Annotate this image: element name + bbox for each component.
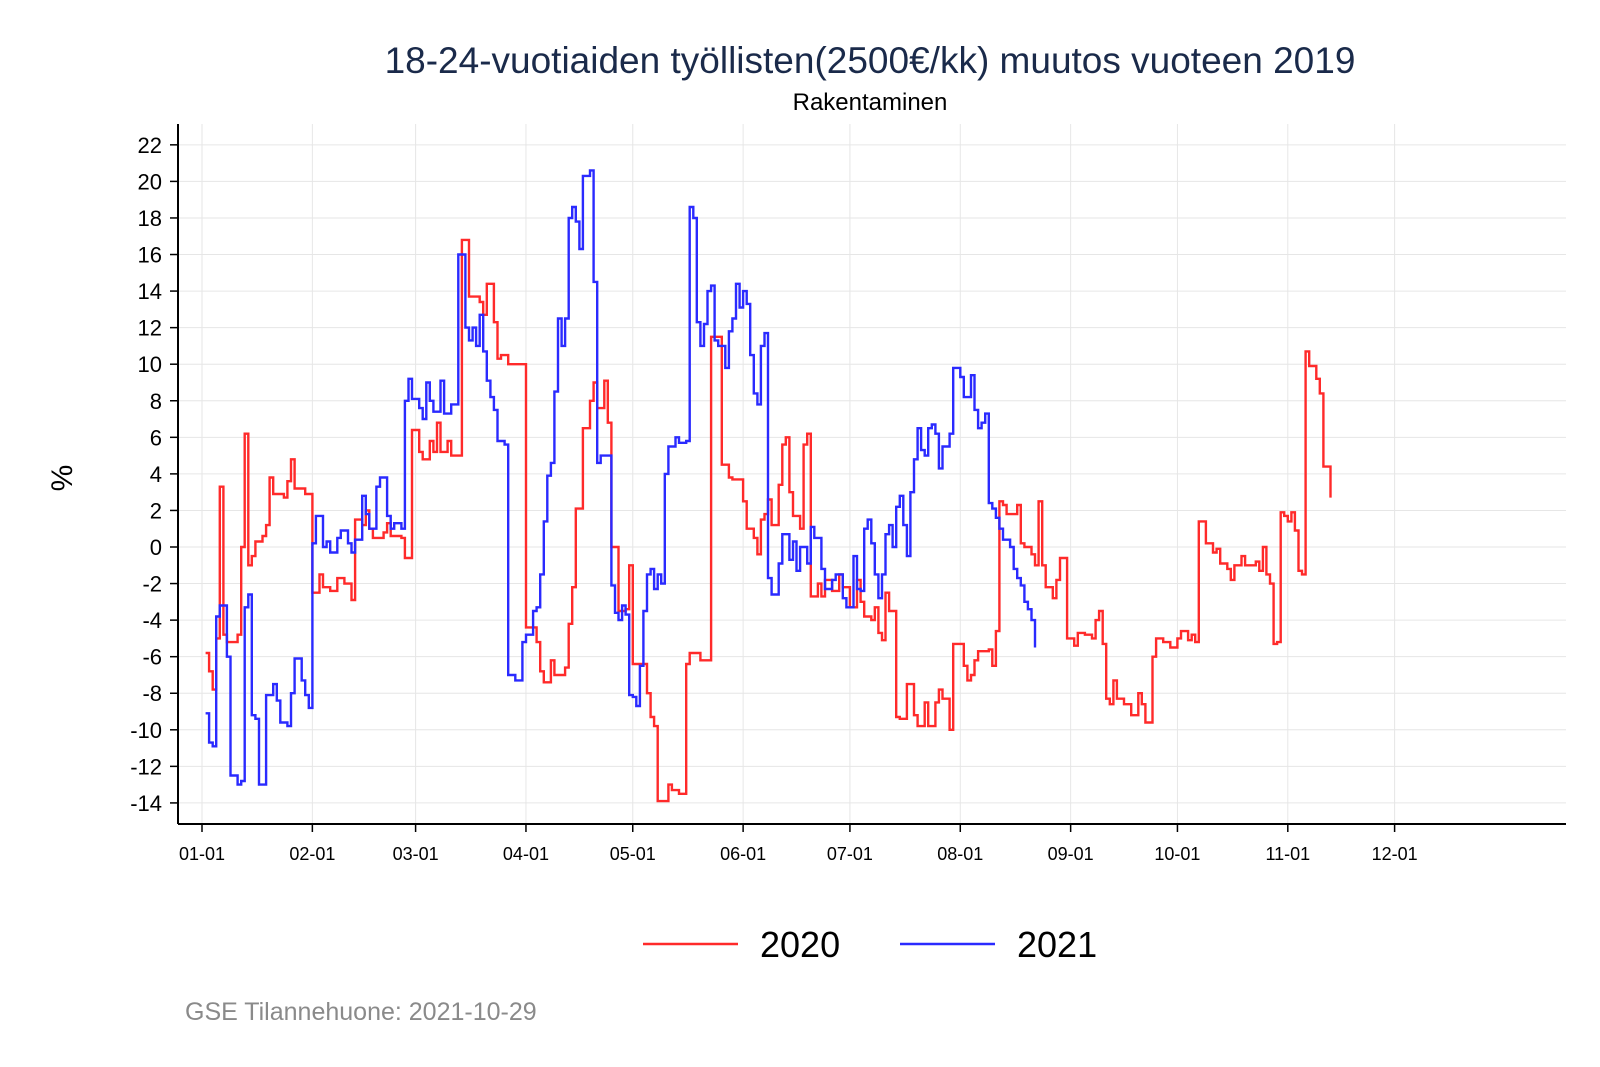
y-tick-label: 18 (138, 206, 162, 231)
x-tick-label: 01-01 (179, 844, 225, 864)
y-tick-label: 10 (138, 352, 162, 377)
y-tick-label: 4 (150, 462, 162, 487)
y-tick-label: 2 (150, 498, 162, 523)
x-tick-label: 06-01 (720, 844, 766, 864)
y-tick-label: 22 (138, 133, 162, 158)
y-tick-label: -4 (142, 608, 162, 633)
chart-title: 18-24-vuotiaiden työllisten(2500€/kk) mu… (385, 40, 1356, 81)
series-line-2021 (205, 169, 1037, 786)
legend-label-2020: 2020 (760, 924, 840, 965)
y-tick-label: -10 (130, 718, 162, 743)
legend-label-2021: 2021 (1017, 924, 1097, 965)
y-tick-label: 16 (138, 243, 162, 268)
x-tick-label: 08-01 (937, 844, 983, 864)
y-tick-label: -8 (142, 681, 162, 706)
x-ticks: 01-01 02-01 03-01 04-01 05-01 06-01 07-01 08-01… (179, 824, 1418, 864)
y-tick-label: 0 (150, 535, 162, 560)
y-tick-label: 20 (138, 169, 162, 194)
y-tick-label: 8 (150, 389, 162, 414)
x-tick-label: 05-01 (610, 844, 656, 864)
y-tick-label: -14 (130, 791, 162, 816)
source-note: GSE Tilannehuone: 2021-10-29 (185, 998, 537, 1026)
y-ticks: -14 -12 -10 -8 -6 -4 -2 0 2 4 6 8 10 12 14 16 18 20 22 (130, 133, 178, 816)
x-tick-label: 10-01 (1154, 844, 1200, 864)
y-tick-label: -6 (142, 645, 162, 670)
chart-subtitle: Rakentaminen (793, 89, 948, 116)
y-tick-label: -2 (142, 572, 162, 597)
x-tick-label: 04-01 (503, 844, 549, 864)
x-tick-label: 11-01 (1265, 844, 1310, 864)
y-tick-label: 12 (138, 316, 162, 341)
y-tick-label: -12 (130, 754, 162, 779)
grid (178, 124, 1566, 824)
series-lines (205, 169, 1332, 803)
y-axis-label: % (46, 465, 79, 492)
x-tick-label: 02-01 (289, 844, 335, 864)
x-tick-label: 09-01 (1048, 844, 1094, 864)
legend: 2020 2021 (643, 924, 1097, 965)
series-line-2020 (205, 238, 1332, 803)
y-tick-label: 6 (150, 425, 162, 450)
y-tick-label: 14 (138, 279, 162, 304)
x-tick-label: 12-01 (1372, 844, 1418, 864)
x-tick-label: 07-01 (827, 844, 873, 864)
x-tick-label: 03-01 (393, 844, 439, 864)
